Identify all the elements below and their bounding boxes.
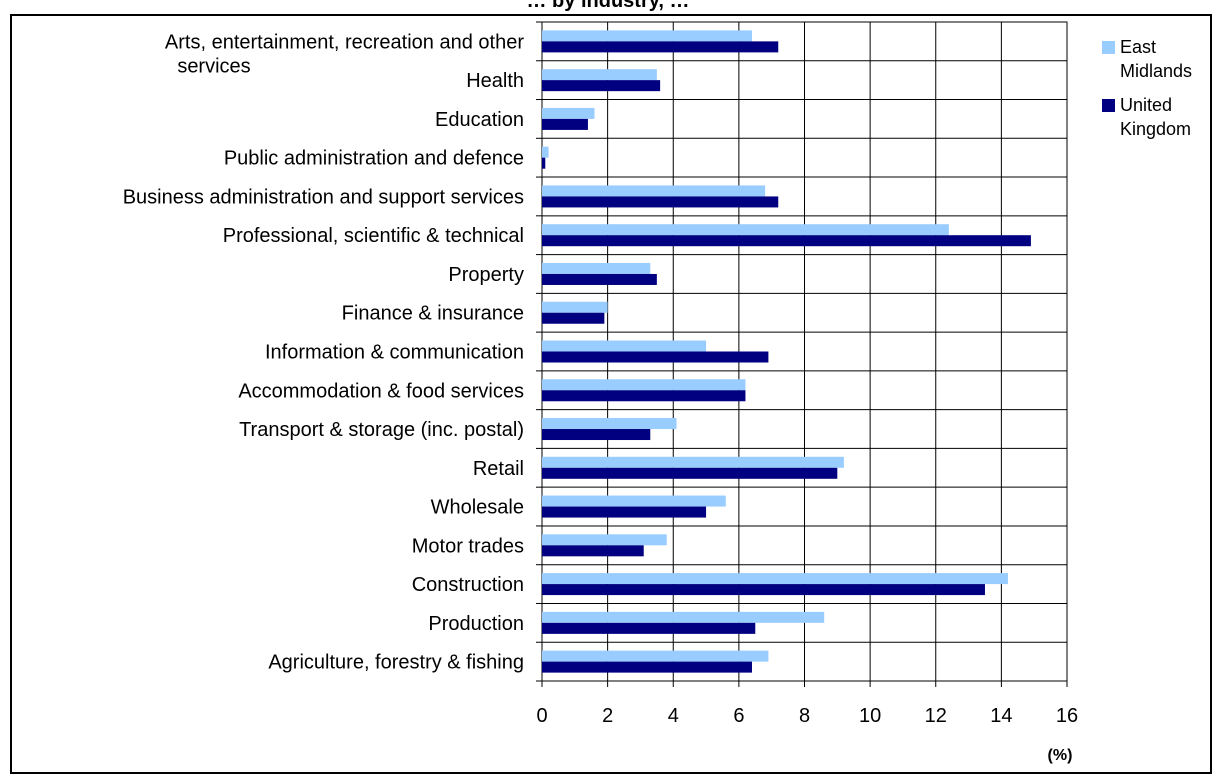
bar-united-kingdom [542,661,752,673]
y-category-label: Retail [473,458,524,480]
x-tick-label: 4 [668,705,679,727]
y-category-label: Business administration and support serv… [123,186,524,208]
x-tick-label: 8 [799,705,810,727]
legend-swatch [1102,41,1115,54]
y-category-label: Professional, scientific & technical [223,225,524,247]
bar-east-midlands [542,456,844,468]
legend: East Midlands United Kingdom [1102,37,1192,139]
bar-united-kingdom [542,157,546,169]
bar-united-kingdom [542,506,707,518]
bar-united-kingdom [542,312,605,324]
y-category-label: Agriculture, forestry & fishing [268,652,524,674]
bar-east-midlands [542,69,657,81]
y-category-label: Accommodation & food services [238,380,524,402]
y-category-label: Production [428,613,524,635]
bar-united-kingdom [542,80,661,92]
x-tick-label: 14 [990,705,1012,727]
bar-layer [542,30,1031,673]
y-category-label: Information & communication [265,342,524,364]
x-tick-label: 0 [536,705,547,727]
bar-east-midlands [542,534,667,546]
bar-united-kingdom [542,390,746,402]
y-category-label: Motor trades [412,535,524,557]
y-category-label: Education [435,109,524,131]
chart-title-area: … by industry, … [0,0,1216,14]
bar-united-kingdom [542,622,756,634]
y-category-label: Transport & storage (inc. postal) [239,419,524,441]
bar-united-kingdom [542,235,1031,247]
x-tick-label: 12 [925,705,947,727]
bar-united-kingdom [542,196,779,208]
bar-east-midlands [542,30,752,42]
y-category-label: Construction [412,574,524,596]
bar-united-kingdom [542,545,644,557]
y-category-label: Arts, entertainment, recreation and othe… [165,31,524,77]
bar-east-midlands [542,107,595,119]
bar-east-midlands [542,146,549,158]
bar-united-kingdom [542,584,985,596]
bar-east-midlands [542,379,746,391]
legend-label: United Kingdom [1120,95,1191,139]
axis-layer: 0 2 4 6 8 10 12 14 16 (%) [536,21,1078,764]
bar-united-kingdom [542,351,769,363]
bar-united-kingdom [542,467,838,479]
bar-east-midlands [542,185,766,197]
bar-east-midlands [542,573,1008,585]
bar-east-midlands [542,262,651,274]
y-category-label: Finance & insurance [342,303,524,325]
bar-united-kingdom [542,118,588,130]
bar-united-kingdom [542,273,657,285]
y-category-label: Property [448,264,524,286]
x-axis-label: (%) [1048,747,1073,764]
label-layer: Arts, entertainment, recreation and othe… [123,31,525,673]
bar-east-midlands [542,224,949,236]
bar-east-midlands [542,495,726,507]
bar-east-midlands [542,650,769,662]
bar-east-midlands [542,301,608,313]
grid-layer [541,21,1068,682]
x-tick-label: 6 [733,705,744,727]
x-tick-label: 10 [859,705,881,727]
bar-east-midlands [542,340,707,352]
y-category-label: Health [466,70,524,92]
chart-title: … by industry, … [526,0,690,12]
bar-united-kingdom [542,429,651,441]
y-category-label: Wholesale [431,497,524,519]
y-category-label: Public administration and defence [224,148,524,170]
legend-swatch [1102,99,1115,112]
bar-united-kingdom [542,41,779,53]
x-tick-label: 2 [602,705,613,727]
bar-east-midlands [542,611,825,623]
legend-label: East Midlands [1120,37,1192,81]
bar-east-midlands [542,418,677,430]
x-tick-label: 16 [1056,705,1078,727]
